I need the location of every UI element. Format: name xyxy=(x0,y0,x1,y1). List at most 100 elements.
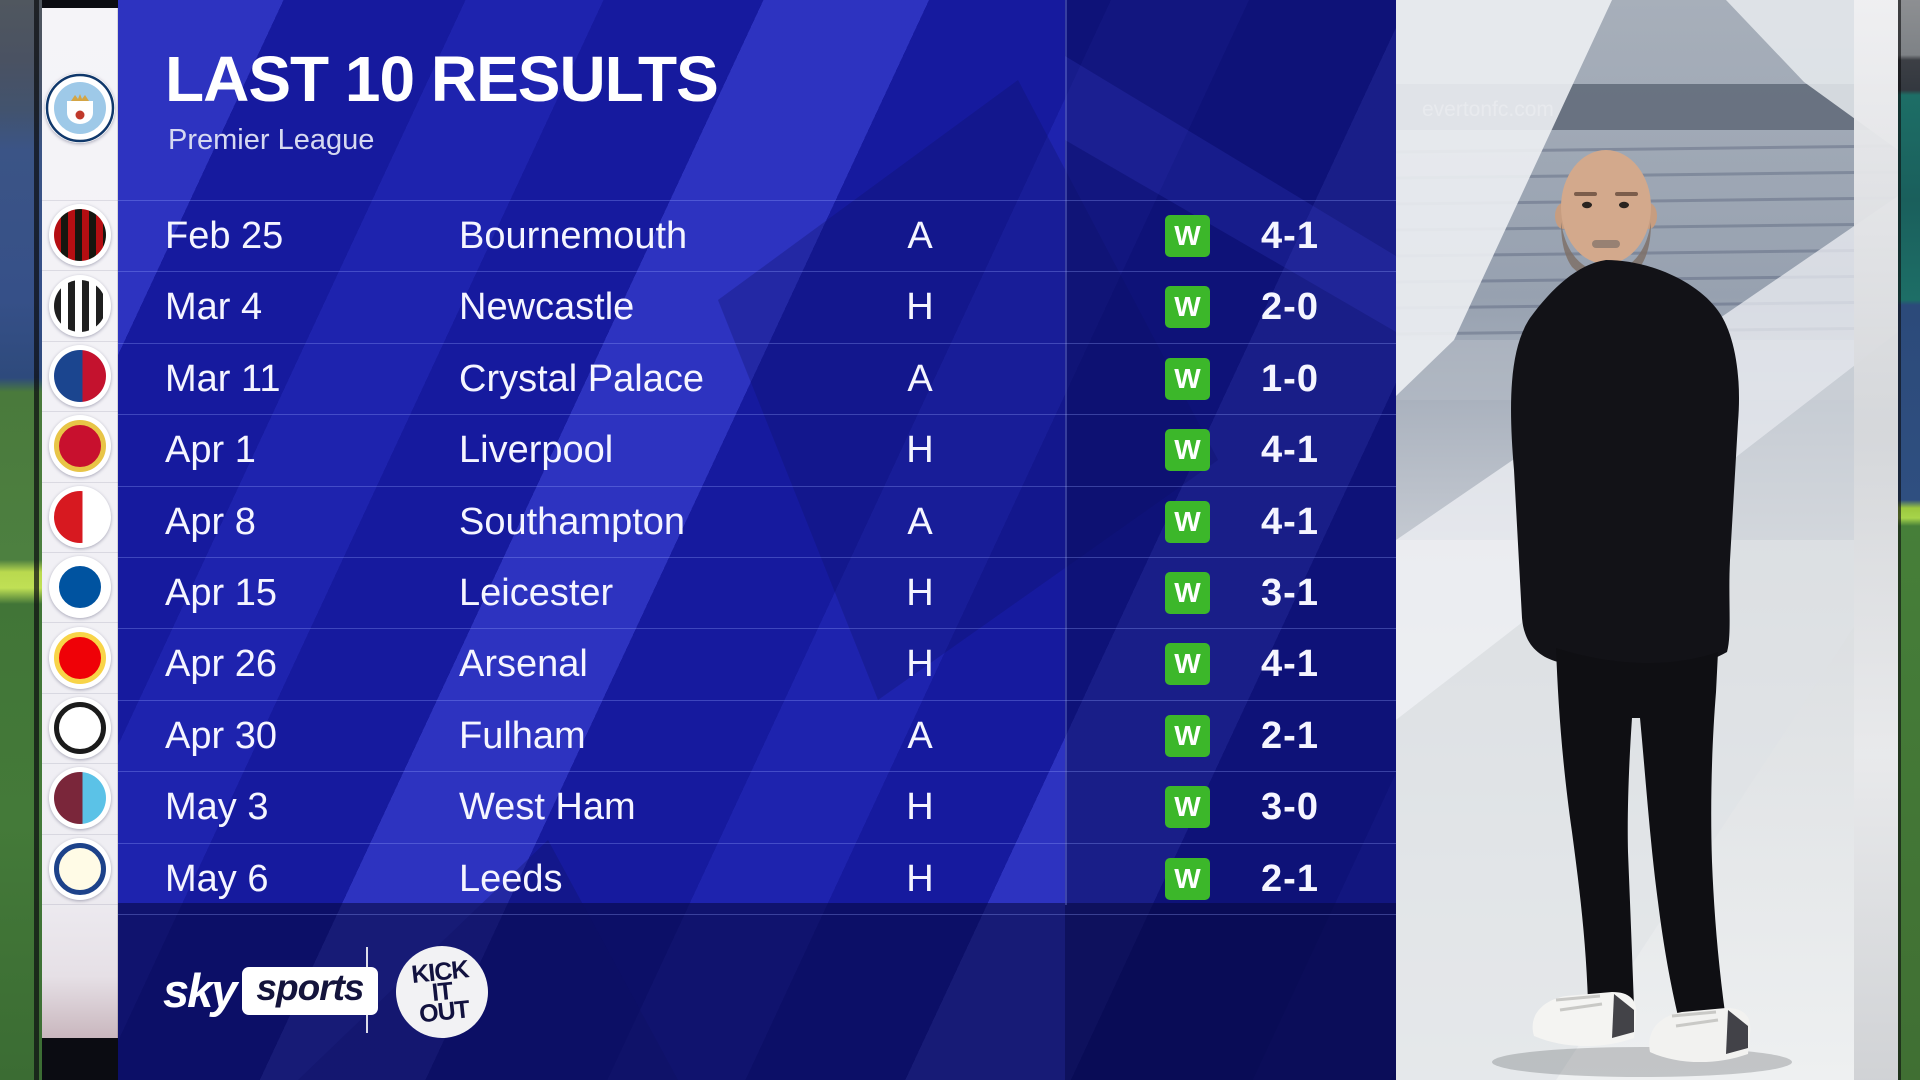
opponent-cell: Liverpool xyxy=(459,429,614,472)
badge-rail-separator xyxy=(42,340,118,342)
venue-cell: H xyxy=(906,286,934,329)
opponent-cell: Fulham xyxy=(459,714,586,757)
opponent-club-crest-icon xyxy=(54,209,106,262)
table-row: Apr 26 Arsenal H W 4-1 xyxy=(118,628,1396,699)
badge-rail-separator xyxy=(42,552,118,553)
panel-edge-gradient xyxy=(1854,0,1898,1080)
table-row: Apr 15 Leicester H W 3-1 xyxy=(118,556,1396,628)
opponent-club-badge xyxy=(49,274,111,337)
date-cell: Apr 30 xyxy=(165,714,277,757)
date-cell: Mar 11 xyxy=(165,357,281,400)
table-row: Apr 30 Fulham A W 2-1 xyxy=(118,699,1396,771)
badge-rail-separator xyxy=(42,622,118,624)
result-badge: W xyxy=(1165,357,1210,400)
result-badge: W xyxy=(1165,571,1210,614)
table-row: Feb 25 Bournemouth A W 4-1 xyxy=(118,200,1396,271)
opponent-club-crest-icon xyxy=(54,631,106,684)
venue-cell: A xyxy=(907,215,933,257)
column-divider xyxy=(1065,0,1067,905)
date-cell: Apr 1 xyxy=(165,429,256,472)
date-cell: Apr 26 xyxy=(165,643,277,686)
page-subtitle: Premier League xyxy=(168,124,375,156)
venue-cell: A xyxy=(907,500,933,543)
opponent-cell: Newcastle xyxy=(459,286,635,329)
score-cell: 1-0 xyxy=(1261,357,1319,400)
badge-rail-separator xyxy=(42,411,118,413)
venue-cell: H xyxy=(906,643,934,686)
table-row: May 6 Leeds H W 2-1 xyxy=(118,842,1396,914)
pep-guardiola-photo: evertonfc.com xyxy=(1396,0,1898,1080)
date-cell: Apr 15 xyxy=(165,571,277,614)
date-cell: May 6 xyxy=(165,857,269,900)
badge-rail-separator xyxy=(42,763,118,765)
table-row: May 3 West Ham H W 3-0 xyxy=(118,771,1396,842)
result-badge: W xyxy=(1165,215,1210,257)
sports-wordmark: sports xyxy=(242,966,378,1015)
score-cell: 2-1 xyxy=(1261,714,1319,757)
opponent-cell: Southampton xyxy=(459,500,686,543)
manchester-city-badge xyxy=(45,73,115,143)
score-cell: 4-1 xyxy=(1261,215,1319,257)
opponent-club-crest-icon xyxy=(54,561,106,614)
badge-rail-separator xyxy=(42,270,118,272)
table-row: Mar 11 Crystal Palace A W 1-0 xyxy=(118,342,1396,414)
venue-cell: H xyxy=(906,571,934,614)
badge-rail-separator xyxy=(42,200,118,201)
sky-sports-logo: sky sports xyxy=(163,963,378,1018)
kio-line-3: OUT xyxy=(417,995,471,1029)
opponent-cell: Leicester xyxy=(459,571,614,614)
badge-rail-separator xyxy=(42,904,118,905)
opponent-club-badge xyxy=(49,837,111,900)
result-badge: W xyxy=(1165,429,1210,472)
result-badge: W xyxy=(1165,714,1210,757)
opponent-club-crest-icon xyxy=(54,420,106,473)
pep-right-shoe xyxy=(1649,1008,1751,1063)
photo-panel: evertonfc.com xyxy=(1396,0,1898,1080)
opponent-club-crest-icon xyxy=(54,842,106,895)
pep-body xyxy=(1511,260,1740,672)
opponent-club-crest-icon xyxy=(54,490,106,543)
pep-left-shoe xyxy=(1532,992,1637,1047)
table-row: Apr 8 Southampton A W 4-1 xyxy=(118,485,1396,557)
score-cell: 4-1 xyxy=(1261,429,1319,472)
score-cell: 2-1 xyxy=(1261,857,1319,900)
venue-cell: A xyxy=(907,357,933,400)
badge-rail-separator xyxy=(42,833,118,835)
score-cell: 3-0 xyxy=(1261,786,1319,829)
opponent-cell: West Ham xyxy=(459,786,636,829)
opponent-cell: Arsenal xyxy=(459,643,588,686)
opponent-club-crest-icon xyxy=(54,702,106,754)
pep-legs xyxy=(1556,648,1726,1024)
opponent-club-badge xyxy=(49,415,111,478)
manchester-city-crest-icon xyxy=(45,73,115,143)
opponent-club-badge xyxy=(49,767,111,830)
opponent-cell: Bournemouth xyxy=(459,215,688,257)
venue-cell: A xyxy=(907,714,933,757)
date-cell: Feb 25 xyxy=(165,215,284,257)
table-row: Apr 1 Liverpool H W 4-1 xyxy=(118,414,1396,485)
badge-rail-separator xyxy=(42,481,118,483)
opponent-club-crest-icon xyxy=(54,772,106,825)
table-row: Mar 4 Newcastle H W 2-0 xyxy=(118,271,1396,342)
results-table: Feb 25 Bournemouth A W 4-1 Mar 4 Newcast… xyxy=(118,200,1396,915)
score-cell: 3-1 xyxy=(1261,571,1319,614)
opponent-cell: Crystal Palace xyxy=(459,357,704,400)
page-title: LAST 10 RESULTS xyxy=(165,43,719,115)
club-badge-rail xyxy=(42,8,118,1038)
sky-wordmark: sky xyxy=(163,964,237,1017)
score-cell: 2-0 xyxy=(1261,286,1319,329)
result-badge: W xyxy=(1165,857,1210,900)
opponent-club-badge xyxy=(49,204,111,267)
venue-cell: H xyxy=(906,857,934,900)
date-cell: May 3 xyxy=(165,786,269,829)
score-cell: 4-1 xyxy=(1261,500,1319,543)
opponent-club-badge xyxy=(49,697,111,759)
stadium-video-left-sliver xyxy=(0,0,42,1080)
result-badge: W xyxy=(1165,643,1210,686)
pep-guardiola-figure xyxy=(1492,150,1792,1077)
badge-rail-separator xyxy=(42,692,118,694)
stadium-video-right-sliver xyxy=(1898,0,1920,1080)
score-cell: 4-1 xyxy=(1261,643,1319,686)
opponent-club-badge xyxy=(49,485,111,548)
